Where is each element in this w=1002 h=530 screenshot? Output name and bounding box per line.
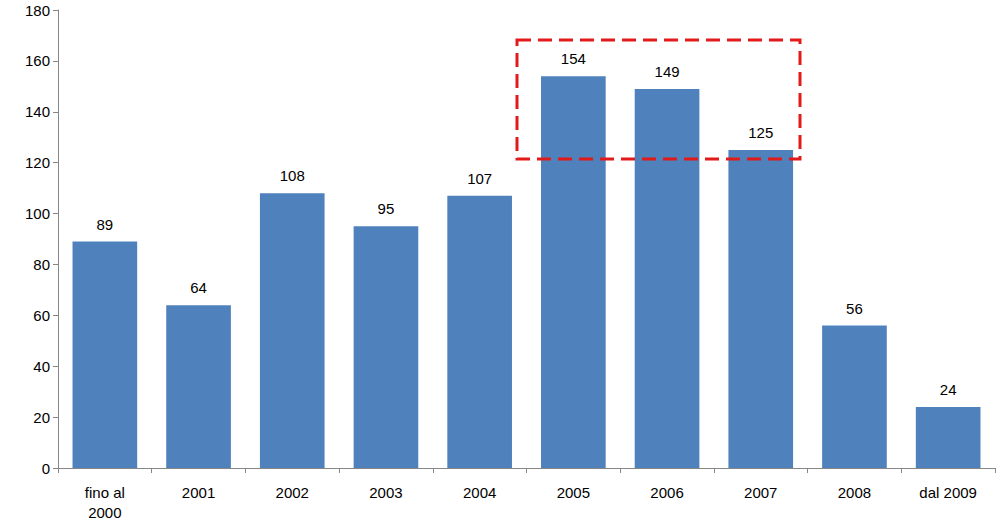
svg-text:2000: 2000	[88, 504, 121, 521]
svg-text:108: 108	[280, 167, 305, 184]
svg-text:2006: 2006	[650, 484, 683, 501]
svg-text:149: 149	[655, 63, 680, 80]
svg-text:140: 140	[25, 103, 50, 120]
svg-text:80: 80	[33, 256, 50, 273]
svg-text:0: 0	[42, 460, 50, 477]
svg-text:2003: 2003	[369, 484, 402, 501]
svg-text:56: 56	[846, 300, 863, 317]
svg-text:2004: 2004	[463, 484, 496, 501]
svg-text:160: 160	[25, 52, 50, 69]
svg-text:2002: 2002	[276, 484, 309, 501]
svg-text:64: 64	[190, 279, 207, 296]
svg-text:2007: 2007	[744, 484, 777, 501]
svg-text:2001: 2001	[182, 484, 215, 501]
svg-text:60: 60	[33, 307, 50, 324]
svg-text:120: 120	[25, 154, 50, 171]
svg-text:125: 125	[748, 124, 773, 141]
svg-text:fino al: fino al	[85, 484, 125, 501]
svg-text:107: 107	[467, 170, 492, 187]
svg-text:2005: 2005	[557, 484, 590, 501]
svg-text:40: 40	[33, 358, 50, 375]
svg-text:20: 20	[33, 409, 50, 426]
svg-text:180: 180	[25, 2, 50, 19]
svg-text:89: 89	[97, 216, 114, 233]
svg-text:100: 100	[25, 205, 50, 222]
svg-text:154: 154	[561, 50, 586, 67]
svg-text:2008: 2008	[838, 484, 871, 501]
svg-text:24: 24	[940, 381, 957, 398]
svg-text:95: 95	[378, 200, 395, 217]
svg-text:dal 2009: dal 2009	[919, 484, 977, 501]
